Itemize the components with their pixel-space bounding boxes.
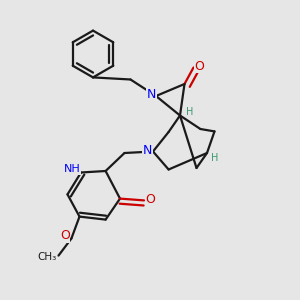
Text: O: O [60, 229, 70, 242]
Text: H: H [186, 107, 194, 117]
Text: CH₃: CH₃ [38, 252, 57, 262]
Text: O: O [146, 193, 155, 206]
Text: O: O [195, 59, 204, 73]
Text: N: N [147, 88, 156, 101]
Text: H: H [211, 153, 218, 164]
Text: NH: NH [64, 164, 80, 175]
Text: N: N [143, 143, 152, 157]
